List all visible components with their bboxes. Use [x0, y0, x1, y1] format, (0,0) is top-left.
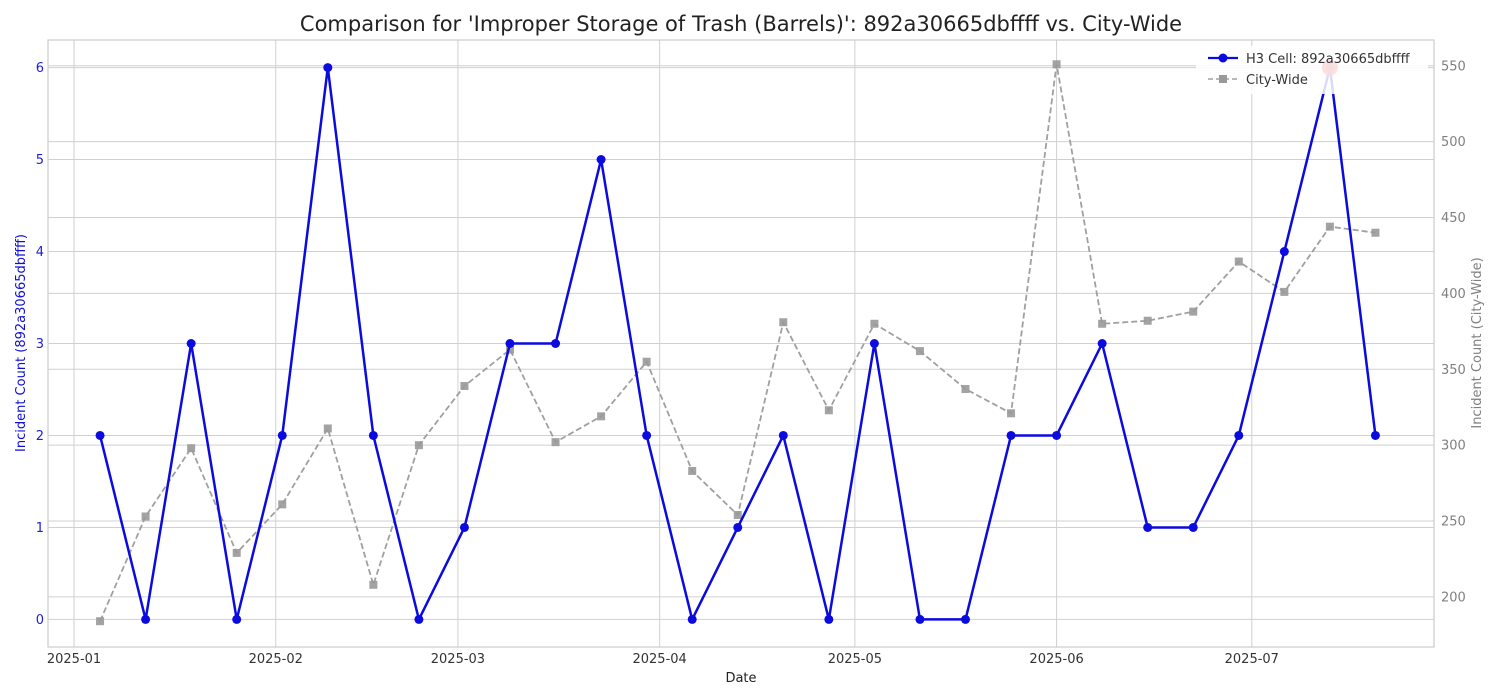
h3-cell-point: [915, 614, 925, 624]
city-wide-point: [96, 617, 105, 626]
x-tick-label: 2025-05: [828, 652, 882, 667]
legend-h3-label: H3 Cell: 892a30665dbffff: [1246, 52, 1411, 67]
legend-city-marker: [1219, 75, 1227, 83]
city-wide-point: [961, 385, 970, 394]
city-wide-point: [733, 510, 742, 519]
h3-cell-point: [824, 614, 834, 624]
city-wide-line: [99, 64, 1376, 622]
h3-cell-point: [141, 614, 151, 624]
y-left-tick-label: 6: [36, 61, 44, 76]
h3-cell-point: [95, 430, 105, 440]
city-wide-point: [460, 381, 469, 390]
legend-city-label: City-Wide: [1246, 73, 1308, 88]
x-tick-label: 2025-06: [1029, 652, 1083, 667]
y-left-tick-label: 1: [36, 521, 44, 536]
y-axis-left-label: Incident Count (892a30665dbffff): [14, 234, 29, 452]
y-right-tick-label: 250: [1441, 515, 1466, 530]
h3-cell-point: [414, 614, 424, 624]
h3-cell-point: [368, 430, 378, 440]
h3-cell-point: [277, 430, 287, 440]
h3-cell-point: [1097, 339, 1107, 348]
legend-background: [1196, 46, 1428, 94]
h3-cell-point: [596, 155, 606, 165]
h3-cell-point: [1279, 247, 1289, 257]
x-tick-label: 2025-04: [632, 652, 686, 667]
h3-cell-point: [1234, 430, 1244, 440]
y-right-tick-label: 350: [1441, 363, 1466, 378]
y-right-tick-label: 550: [1441, 59, 1466, 74]
city-wide-point: [1007, 409, 1016, 418]
h3-cell-point: [459, 522, 469, 532]
x-axis-label: Date: [725, 671, 756, 686]
city-wide-point: [915, 347, 924, 356]
h3-cell-point: [1370, 430, 1380, 440]
city-wide-point: [1280, 287, 1289, 296]
city-wide-point: [1325, 222, 1334, 231]
y-left-tick-label: 3: [36, 337, 44, 352]
h3-cell-point: [642, 430, 652, 440]
chart-title: Comparison for 'Improper Storage of Tras…: [300, 12, 1182, 36]
city-wide-point: [1189, 307, 1198, 316]
y-left-tick-label: 5: [36, 153, 44, 168]
h3-cell-point: [1188, 522, 1198, 532]
y-right-tick-label: 300: [1441, 439, 1466, 454]
y-left-tick-label: 2: [36, 429, 44, 444]
x-tick-label: 2025-07: [1225, 652, 1279, 667]
x-tick-label: 2025-01: [47, 652, 101, 667]
legend-h3-marker: [1218, 53, 1228, 63]
h3-cell-point: [323, 63, 333, 73]
h3-cell-point: [232, 614, 242, 624]
y-right-tick-label: 200: [1441, 590, 1466, 605]
city-wide-point: [506, 345, 514, 354]
city-wide-series: [96, 60, 1380, 626]
y-axis-right-label: Incident Count (City-Wide): [1470, 257, 1485, 428]
city-wide-point: [779, 318, 788, 327]
city-wide-point: [597, 412, 606, 421]
city-wide-point: [323, 424, 332, 433]
h3-cell-point: [505, 339, 515, 348]
city-wide-point: [1098, 319, 1107, 328]
h3-cell-point: [1052, 430, 1062, 440]
h3-cell-point: [1006, 430, 1016, 440]
tick-labels: 2025-01 2025-02 2025-03 2025-04 2025-05 2025-…: [36, 59, 1466, 667]
city-wide-point: [278, 500, 287, 509]
city-wide-point: [187, 444, 196, 453]
h3-cell-point: [778, 430, 788, 440]
legend: H3 Cell: 892a30665dbffff City-Wide: [1196, 46, 1428, 94]
y-right-tick-label: 400: [1441, 287, 1466, 302]
city-wide-point: [642, 357, 651, 366]
city-wide-point: [1371, 228, 1380, 237]
x-tick-label: 2025-03: [431, 652, 485, 667]
city-wide-point: [1143, 316, 1152, 325]
city-wide-point: [688, 466, 697, 475]
city-wide-point: [824, 406, 833, 415]
grid: [48, 40, 1434, 647]
y-left-tick-label: 0: [36, 613, 44, 628]
city-wide-point: [141, 512, 150, 521]
y-right-tick-label: 500: [1441, 135, 1466, 150]
h3-cell-point: [1143, 522, 1153, 532]
h3-cell-point: [687, 614, 697, 624]
h3-cell-series: [95, 63, 1380, 624]
city-wide-point: [414, 441, 423, 450]
y-right-tick-label: 450: [1441, 211, 1466, 226]
plot-frame: [47, 39, 1435, 648]
city-wide-point: [232, 548, 241, 557]
h3-cell-point: [869, 339, 879, 348]
city-wide-point: [1052, 60, 1061, 69]
h3-cell-point: [551, 339, 561, 348]
city-wide-point: [1234, 257, 1243, 266]
x-tick-label: 2025-02: [249, 652, 303, 667]
city-wide-point: [870, 319, 879, 328]
city-wide-point: [369, 580, 378, 589]
h3-cell-point: [960, 614, 970, 624]
h3-cell-point: [733, 522, 743, 532]
h3-cell-point: [186, 339, 196, 348]
y-left-tick-label: 4: [36, 245, 44, 260]
city-wide-point: [551, 438, 560, 447]
